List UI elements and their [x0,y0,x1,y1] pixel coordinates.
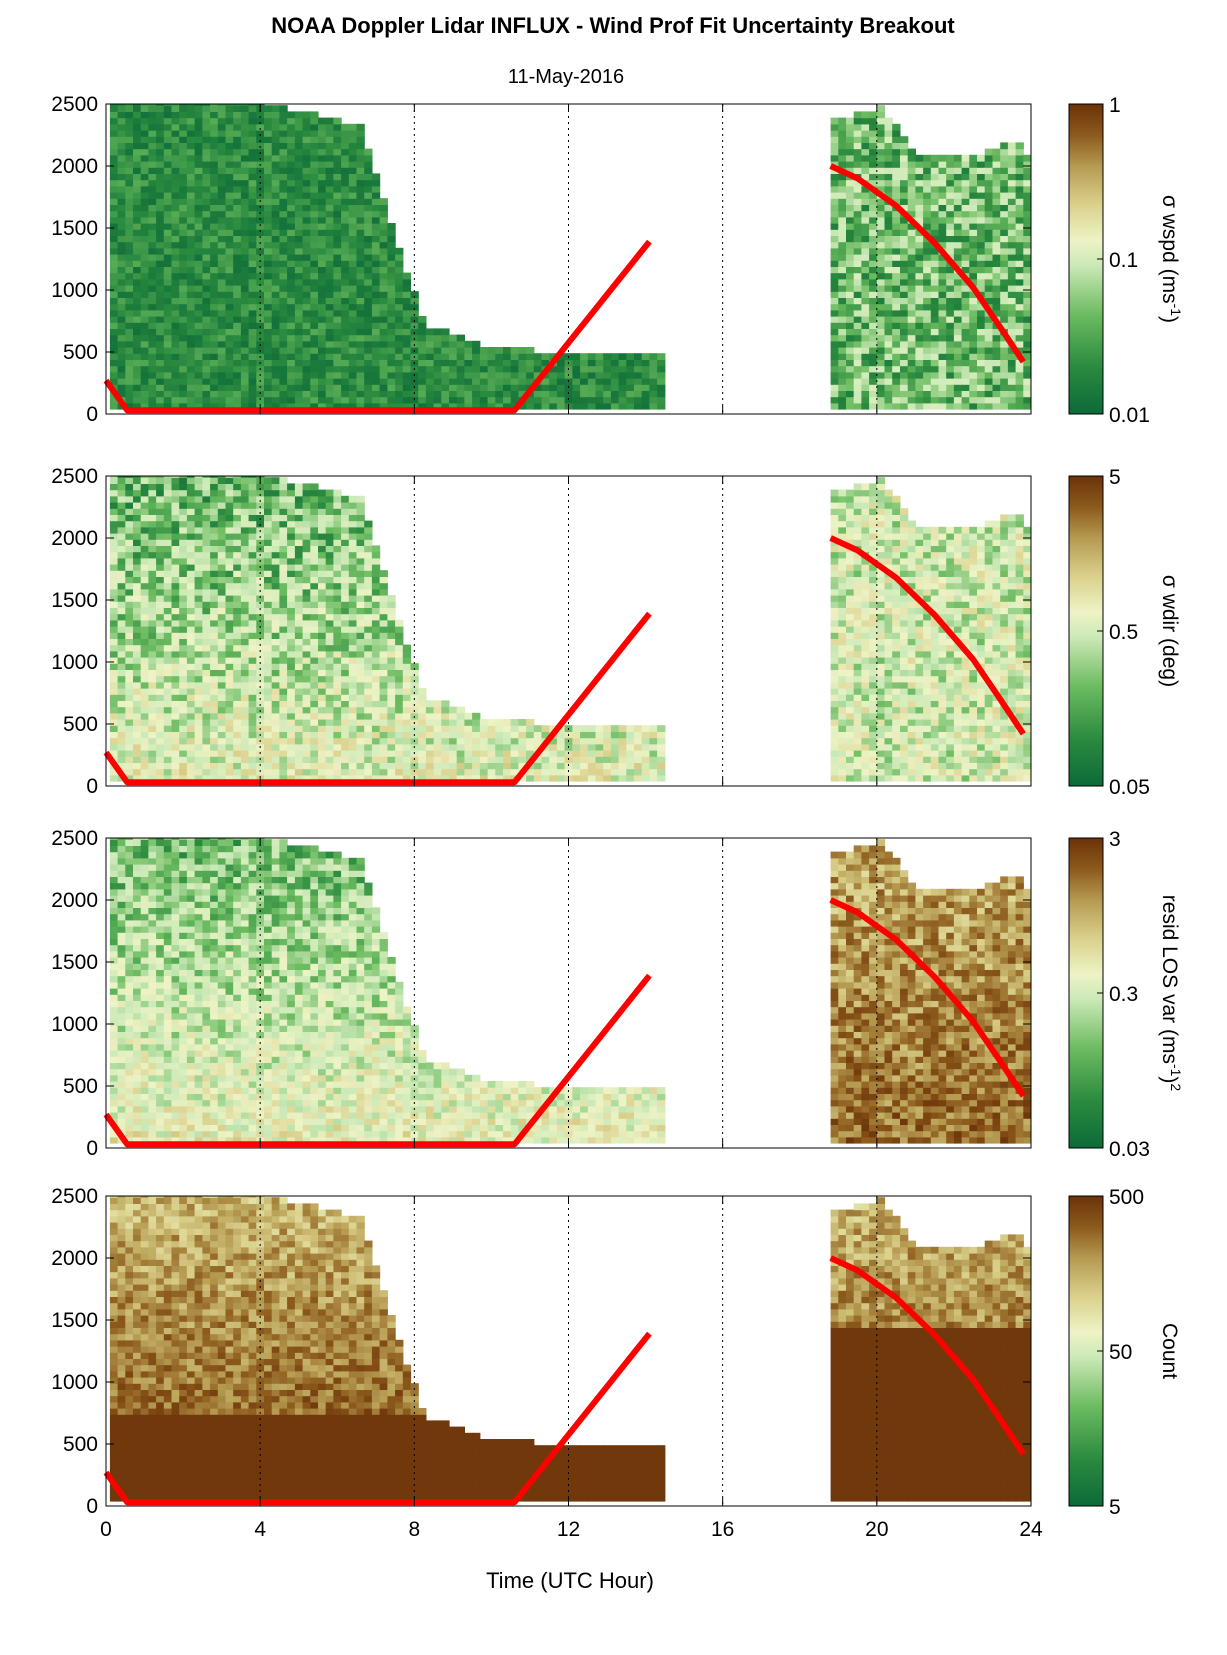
figure-date: 11-May-2016 [508,66,624,88]
boundary-layer-line [829,1255,1026,1456]
panel-resid-los-var: 0 500 1000 1500 2000 2500 3 0.3 0.03 resid LOS va… [51,827,1184,1161]
y-tick-label: 2000 [51,527,98,550]
boundary-layer-line [829,897,1026,1098]
y-tick-label: 0 [86,1495,98,1518]
boundary-layer-line [103,1331,652,1506]
colorbar-label: resid LOS var (ms-1)2 [1158,895,1184,1092]
y-tick-label: 2000 [51,155,98,178]
y-tick-label: 0 [86,775,98,798]
x-tick-label: 0 [100,1518,112,1541]
y-tick-label: 1000 [51,651,98,674]
boundary-layer-line [103,973,652,1148]
boundary-layer-line [829,535,1026,736]
y-tick-label: 0 [86,403,98,426]
colorbar-sigma-wdir: 5 0.5 0.05 σ wdir (deg) [1068,466,1181,799]
heatmap-sigma-wspd [109,104,1031,410]
colorbar-tick-label: 0.5 [1109,621,1138,644]
y-tick-label: 500 [63,713,98,736]
colorbar-tick-label: 1 [1109,94,1121,117]
colorbar-tick-label: 5 [1109,1496,1121,1519]
colorbar-resid-los-var: 3 0.3 0.03 resid LOS var (ms-1)2 [1068,828,1184,1161]
boundary-layer-line [103,239,652,414]
colorbar-count: 500 50 5 Count [1068,1186,1181,1519]
colorbar-tick-label: 0.05 [1109,776,1150,799]
y-tick-label: 2500 [51,93,98,116]
y-tick-label: 1000 [51,1371,98,1394]
heatmap-count [109,1196,1031,1502]
x-axis-label: Time (UTC Hour) [486,1568,654,1593]
y-tick-label: 500 [63,1075,98,1098]
colorbar-tick-label: 3 [1109,828,1121,851]
y-tick-label: 500 [63,1433,98,1456]
boundary-layer-line [103,611,652,786]
figure-title: NOAA Doppler Lidar INFLUX - Wind Prof Fi… [271,13,955,38]
colorbar-label: σ wspd (ms-1) [1158,195,1184,323]
panel-sigma-wspd: 0 500 1000 1500 2000 2500 1 0.1 0.01 σ wspd (ms-1… [51,93,1184,427]
y-tick-label: 2500 [51,1185,98,1208]
x-tick-label: 12 [557,1518,580,1541]
y-tick-label: 1500 [51,951,98,974]
x-tick-label: 8 [408,1518,420,1541]
colorbar-label: σ wdir (deg) [1158,575,1181,687]
heatmap-sigma-wdir [109,476,1031,782]
colorbar-tick-label: 0.03 [1109,1138,1150,1161]
colorbar-tick-label: 0.3 [1109,983,1138,1006]
y-tick-label: 1000 [51,279,98,302]
colorbar-tick-label: 500 [1109,1186,1144,1209]
x-tick-label: 24 [1019,1518,1043,1541]
y-tick-label: 1500 [51,589,98,612]
panel-sigma-wdir: 0 500 1000 1500 2000 2500 5 0.5 0.05 σ wdir (deg) [51,465,1181,799]
y-tick-label: 500 [63,341,98,364]
y-tick-label: 1000 [51,1013,98,1036]
colorbar-tick-label: 0.1 [1109,249,1138,272]
x-tick-label: 16 [711,1518,734,1541]
colorbar-tick-label: 50 [1109,1341,1132,1364]
y-tick-label: 2000 [51,889,98,912]
heatmap-resid-los-var [109,838,1031,1144]
boundary-layer-line [829,163,1026,364]
y-tick-label: 1500 [51,1309,98,1332]
y-tick-label: 1500 [51,217,98,240]
x-tick-label: 4 [254,1518,266,1541]
x-tick-label: 20 [865,1518,888,1541]
colorbar-tick-label: 0.01 [1109,404,1150,427]
panel-count: 0 500 1000 1500 2000 2500 0 4 8 12 16 20 24 500 50 5 Cou… [51,1185,1181,1541]
colorbar-label: Count [1158,1323,1181,1379]
y-tick-label: 0 [86,1137,98,1160]
colorbar-tick-label: 5 [1109,466,1121,489]
y-tick-label: 2500 [51,827,98,850]
y-tick-label: 2500 [51,465,98,488]
y-tick-label: 2000 [51,1247,98,1270]
colorbar-sigma-wspd: 1 0.1 0.01 σ wspd (ms-1) [1068,94,1184,427]
